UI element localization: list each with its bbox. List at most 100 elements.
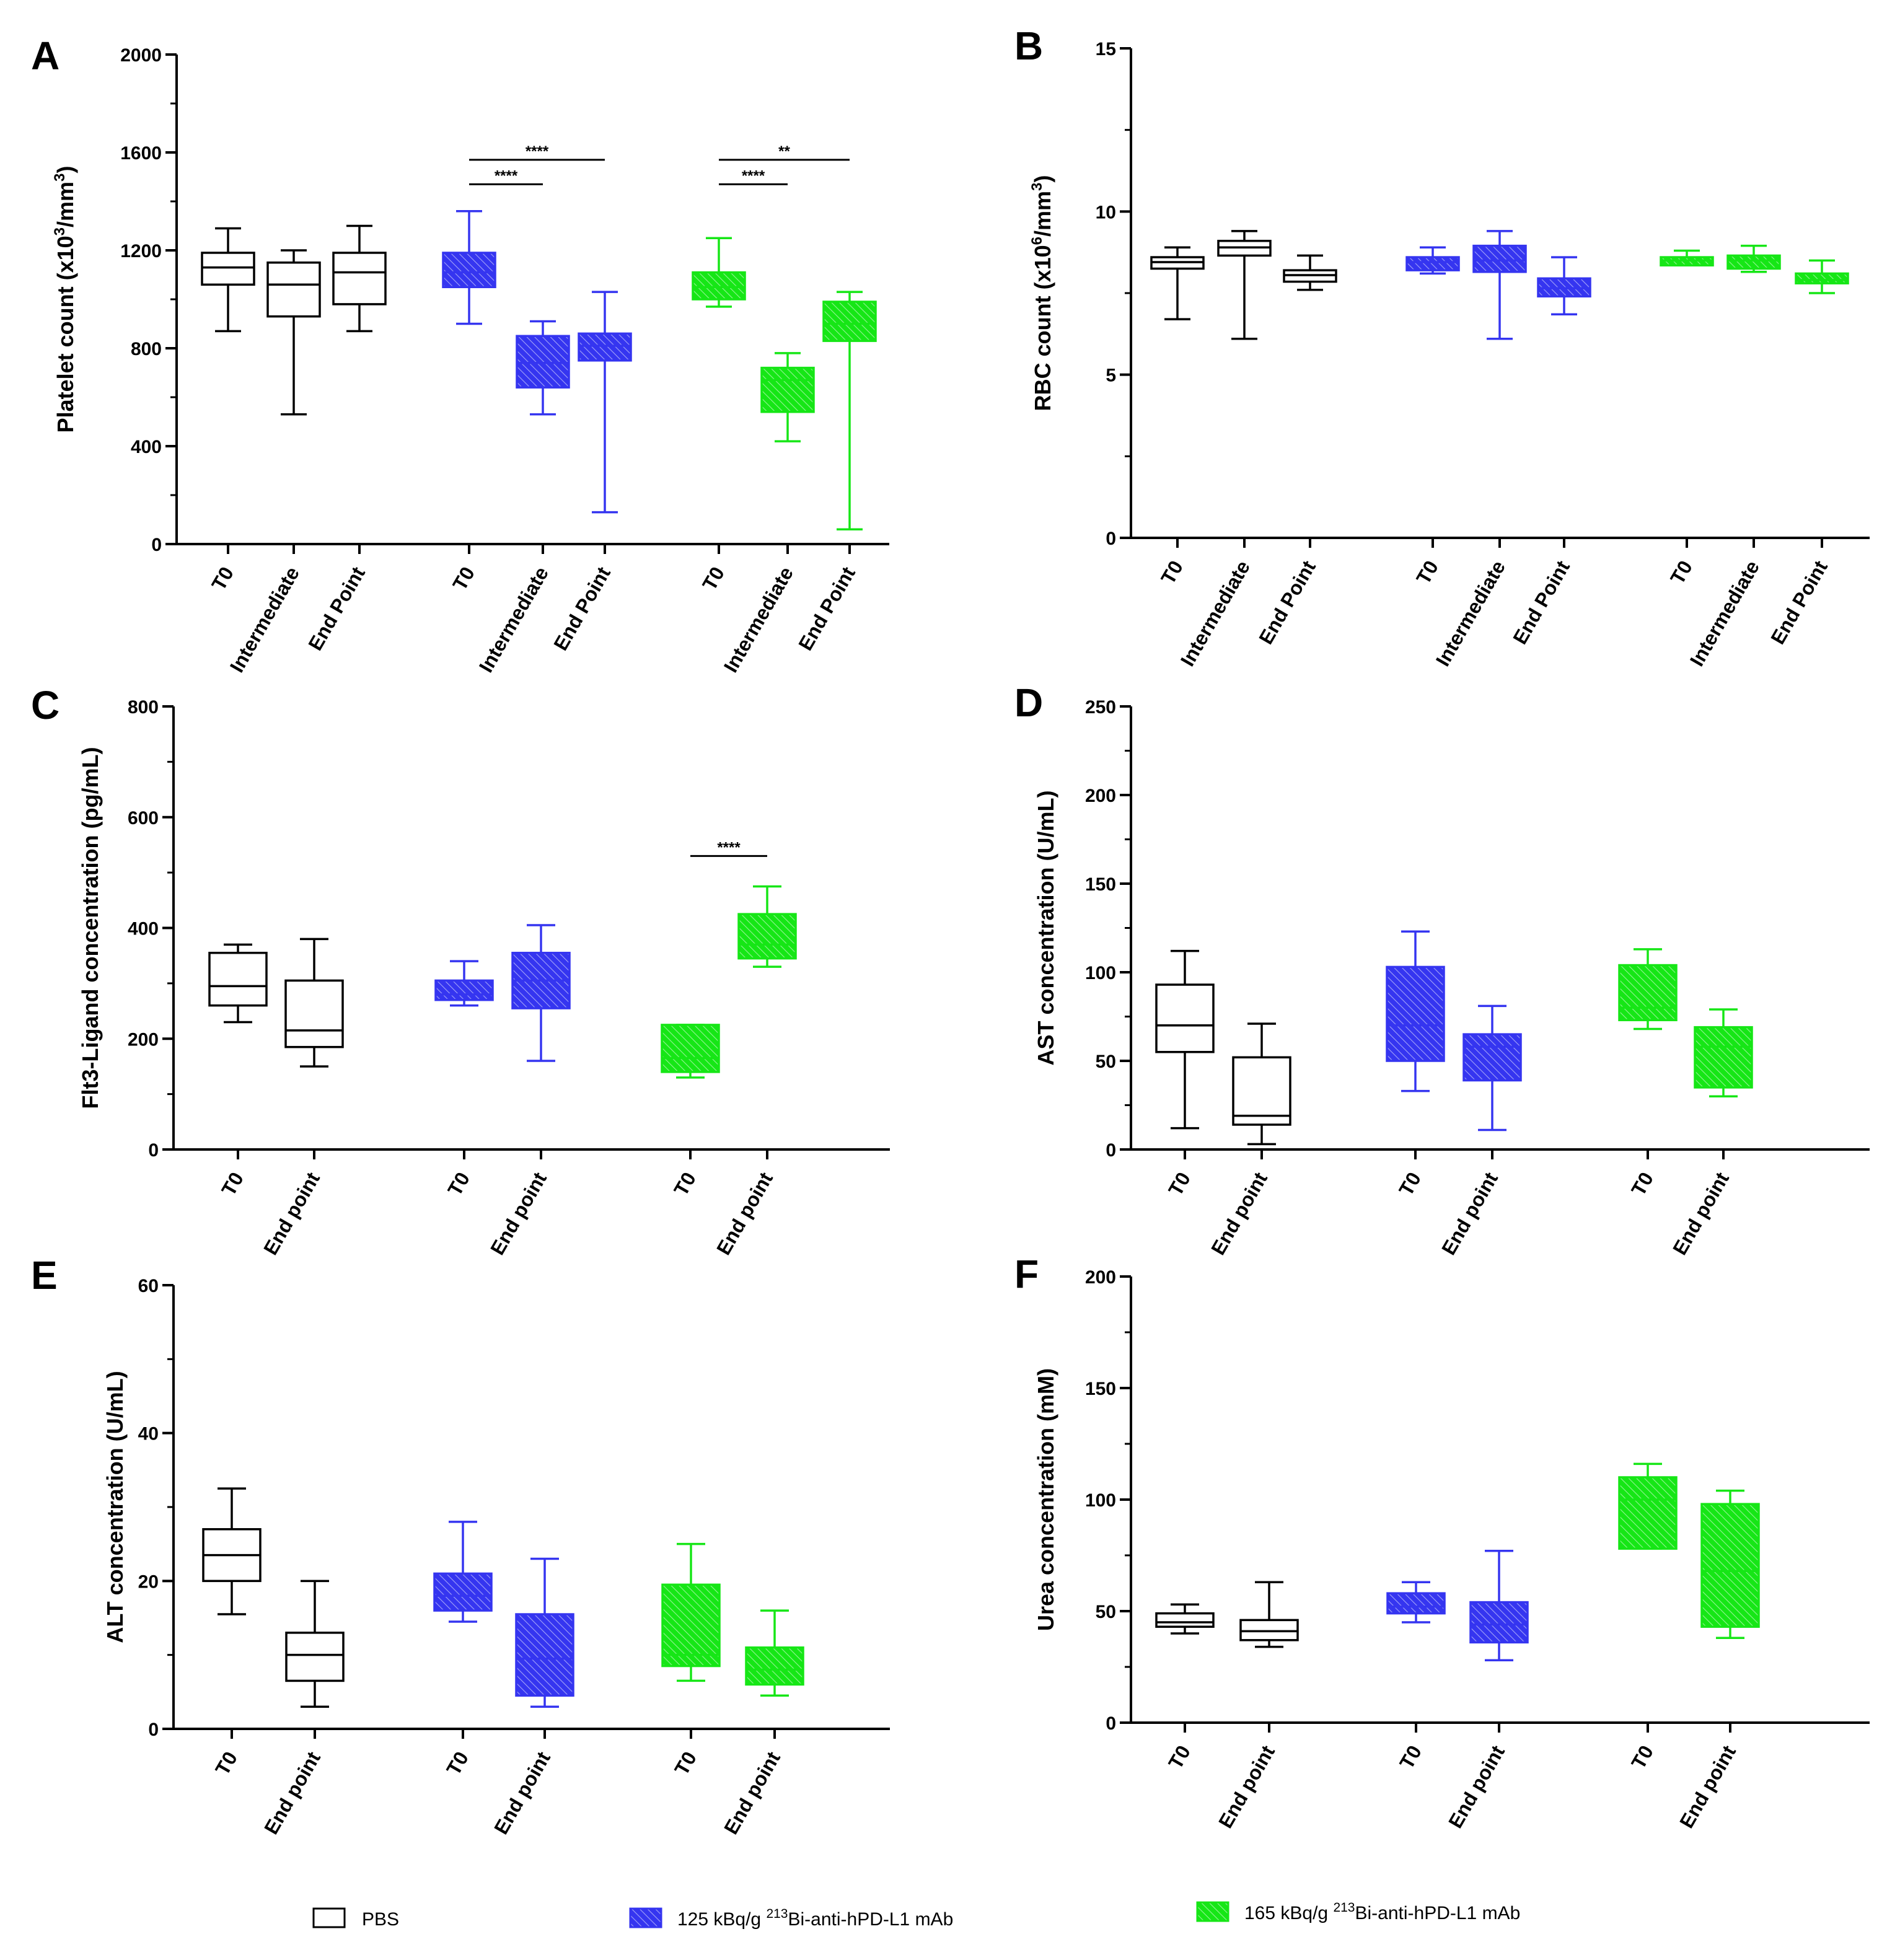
- panel-e-alt-chart: E 0 20 40 60 ALT concentration (U/mL) T0 End po…: [31, 1253, 890, 1838]
- box-b-6: [1660, 249, 1714, 266]
- y-tick-label: 0: [151, 535, 162, 555]
- box-iqr: [1386, 1592, 1446, 1615]
- box-d-4: [1618, 948, 1678, 1031]
- box-iqr: [433, 1572, 493, 1612]
- x-tick-label: T0: [669, 1169, 700, 1200]
- box-d-3: [1462, 1004, 1522, 1132]
- significance-label: ****: [495, 167, 518, 184]
- y-tick-label: 60: [138, 1276, 159, 1296]
- panel-letter: A: [31, 33, 59, 78]
- box-iqr: [1700, 1503, 1760, 1628]
- box-e-1: [285, 1580, 345, 1708]
- legend-item-pbs: PBS: [312, 1907, 399, 1930]
- y-tick-label: 200: [128, 1029, 159, 1050]
- y-tick-label: 400: [128, 919, 159, 939]
- box-iqr: [1726, 254, 1781, 270]
- x-tick-label: End point: [260, 1747, 325, 1838]
- box-iqr: [1618, 964, 1678, 1021]
- x-tick-label: T0: [1395, 1742, 1426, 1773]
- box-iqr: [332, 252, 387, 305]
- x-tick-label: T0: [207, 563, 238, 594]
- y-tick-label: 200: [1085, 1267, 1116, 1288]
- x-tick-label: Intermediate: [1432, 557, 1510, 670]
- x-tick-label: T0: [1164, 1742, 1195, 1773]
- box-iqr: [1795, 272, 1849, 284]
- x-tick-label: End Point: [1766, 556, 1832, 648]
- box-iqr: [1694, 1026, 1753, 1089]
- box-iqr: [1155, 1612, 1215, 1628]
- y-tick-label: 1200: [120, 241, 162, 261]
- box-iqr: [201, 252, 255, 286]
- box-e-3: [515, 1557, 574, 1708]
- x-tick-label: End Point: [1508, 556, 1574, 648]
- y-tick-label: 100: [1085, 963, 1116, 983]
- x-tick-label: T0: [1666, 557, 1697, 588]
- y-tick-label: 2000: [120, 45, 162, 66]
- x-tick-label: End point: [1207, 1168, 1272, 1259]
- y-tick-label: 800: [131, 339, 162, 359]
- x-tick-label: T0: [443, 1169, 474, 1200]
- y-axis-label: Urea concentration (mM): [1033, 1368, 1058, 1631]
- x-tick-label: T0: [670, 1748, 701, 1779]
- box-a-5: [578, 291, 632, 514]
- x-tick-label: End point: [490, 1747, 555, 1838]
- x-tick-label: T0: [1164, 1169, 1195, 1200]
- significance-label: ****: [526, 143, 549, 160]
- x-tick-label: Intermediate: [1176, 557, 1254, 670]
- box-iqr: [285, 1632, 345, 1682]
- box-iqr: [515, 1613, 574, 1697]
- panel-letter: F: [1014, 1252, 1039, 1296]
- y-tick-label: 150: [1085, 874, 1116, 895]
- y-tick-label: 20: [138, 1571, 159, 1592]
- legend-label-pbs: PBS: [362, 1909, 399, 1930]
- x-tick-label: End Point: [304, 563, 369, 654]
- box-a-6: [692, 237, 746, 308]
- box-b-4: [1472, 230, 1527, 340]
- panel-letter: E: [31, 1253, 58, 1298]
- box-f-3: [1469, 1550, 1529, 1661]
- x-tick-label: End point: [259, 1168, 324, 1259]
- x-tick-label: T0: [1627, 1742, 1658, 1773]
- y-tick-label: 0: [1106, 529, 1116, 549]
- x-tick-label: T0: [1412, 557, 1443, 588]
- box-d-2: [1386, 930, 1445, 1092]
- y-tick-label: 0: [1106, 1140, 1116, 1161]
- y-tick-label: 150: [1085, 1379, 1116, 1399]
- box-iqr: [822, 301, 877, 342]
- x-tick-label: T0: [1627, 1169, 1658, 1200]
- y-tick-label: 250: [1085, 697, 1116, 718]
- legend-swatch-125-kbq: [629, 1907, 662, 1928]
- box-e-2: [433, 1521, 493, 1623]
- x-tick-label: Intermediate: [226, 563, 304, 677]
- box-c-4: [661, 1024, 720, 1079]
- box-b-0: [1150, 246, 1205, 320]
- box-iqr: [442, 252, 496, 289]
- legend-label-125-kbq: 125 kBq/g 213Bi-anti-hPD-L1 mAb: [677, 1907, 953, 1930]
- box-e-5: [745, 1609, 804, 1697]
- box-e-0: [202, 1487, 262, 1615]
- y-tick-label: 10: [1096, 202, 1116, 222]
- box-iqr: [284, 979, 344, 1048]
- box-iqr: [1469, 1601, 1529, 1644]
- panel-letter: C: [31, 683, 59, 727]
- x-tick-label: End point: [719, 1747, 785, 1838]
- x-tick-label: End point: [1214, 1741, 1279, 1832]
- legend-swatch-165-kbq: [1196, 1901, 1229, 1922]
- box-iqr: [208, 951, 268, 1007]
- y-tick-label: 15: [1096, 39, 1116, 59]
- x-tick-label: End point: [712, 1168, 777, 1259]
- y-axis-label: RBC count (x106/mm3): [1029, 175, 1055, 411]
- y-tick-label: 50: [1096, 1602, 1116, 1622]
- significance-label: ****: [717, 839, 741, 856]
- x-tick-label: End Point: [549, 563, 615, 654]
- legend-item-165-kbq: 165 kBq/g 213Bi-anti-hPD-L1 mAb: [1196, 1901, 1520, 1923]
- y-axis-label: AST concentration (U/mL): [1033, 790, 1058, 1065]
- significance-label: ****: [742, 167, 765, 184]
- box-f-4: [1618, 1462, 1678, 1550]
- legend-item-125-kbq: 125 kBq/g 213Bi-anti-hPD-L1 mAb: [629, 1907, 953, 1930]
- y-tick-label: 1600: [120, 143, 162, 164]
- box-f-5: [1700, 1489, 1760, 1639]
- x-tick-label: End point: [486, 1168, 551, 1259]
- box-a-3: [442, 210, 496, 325]
